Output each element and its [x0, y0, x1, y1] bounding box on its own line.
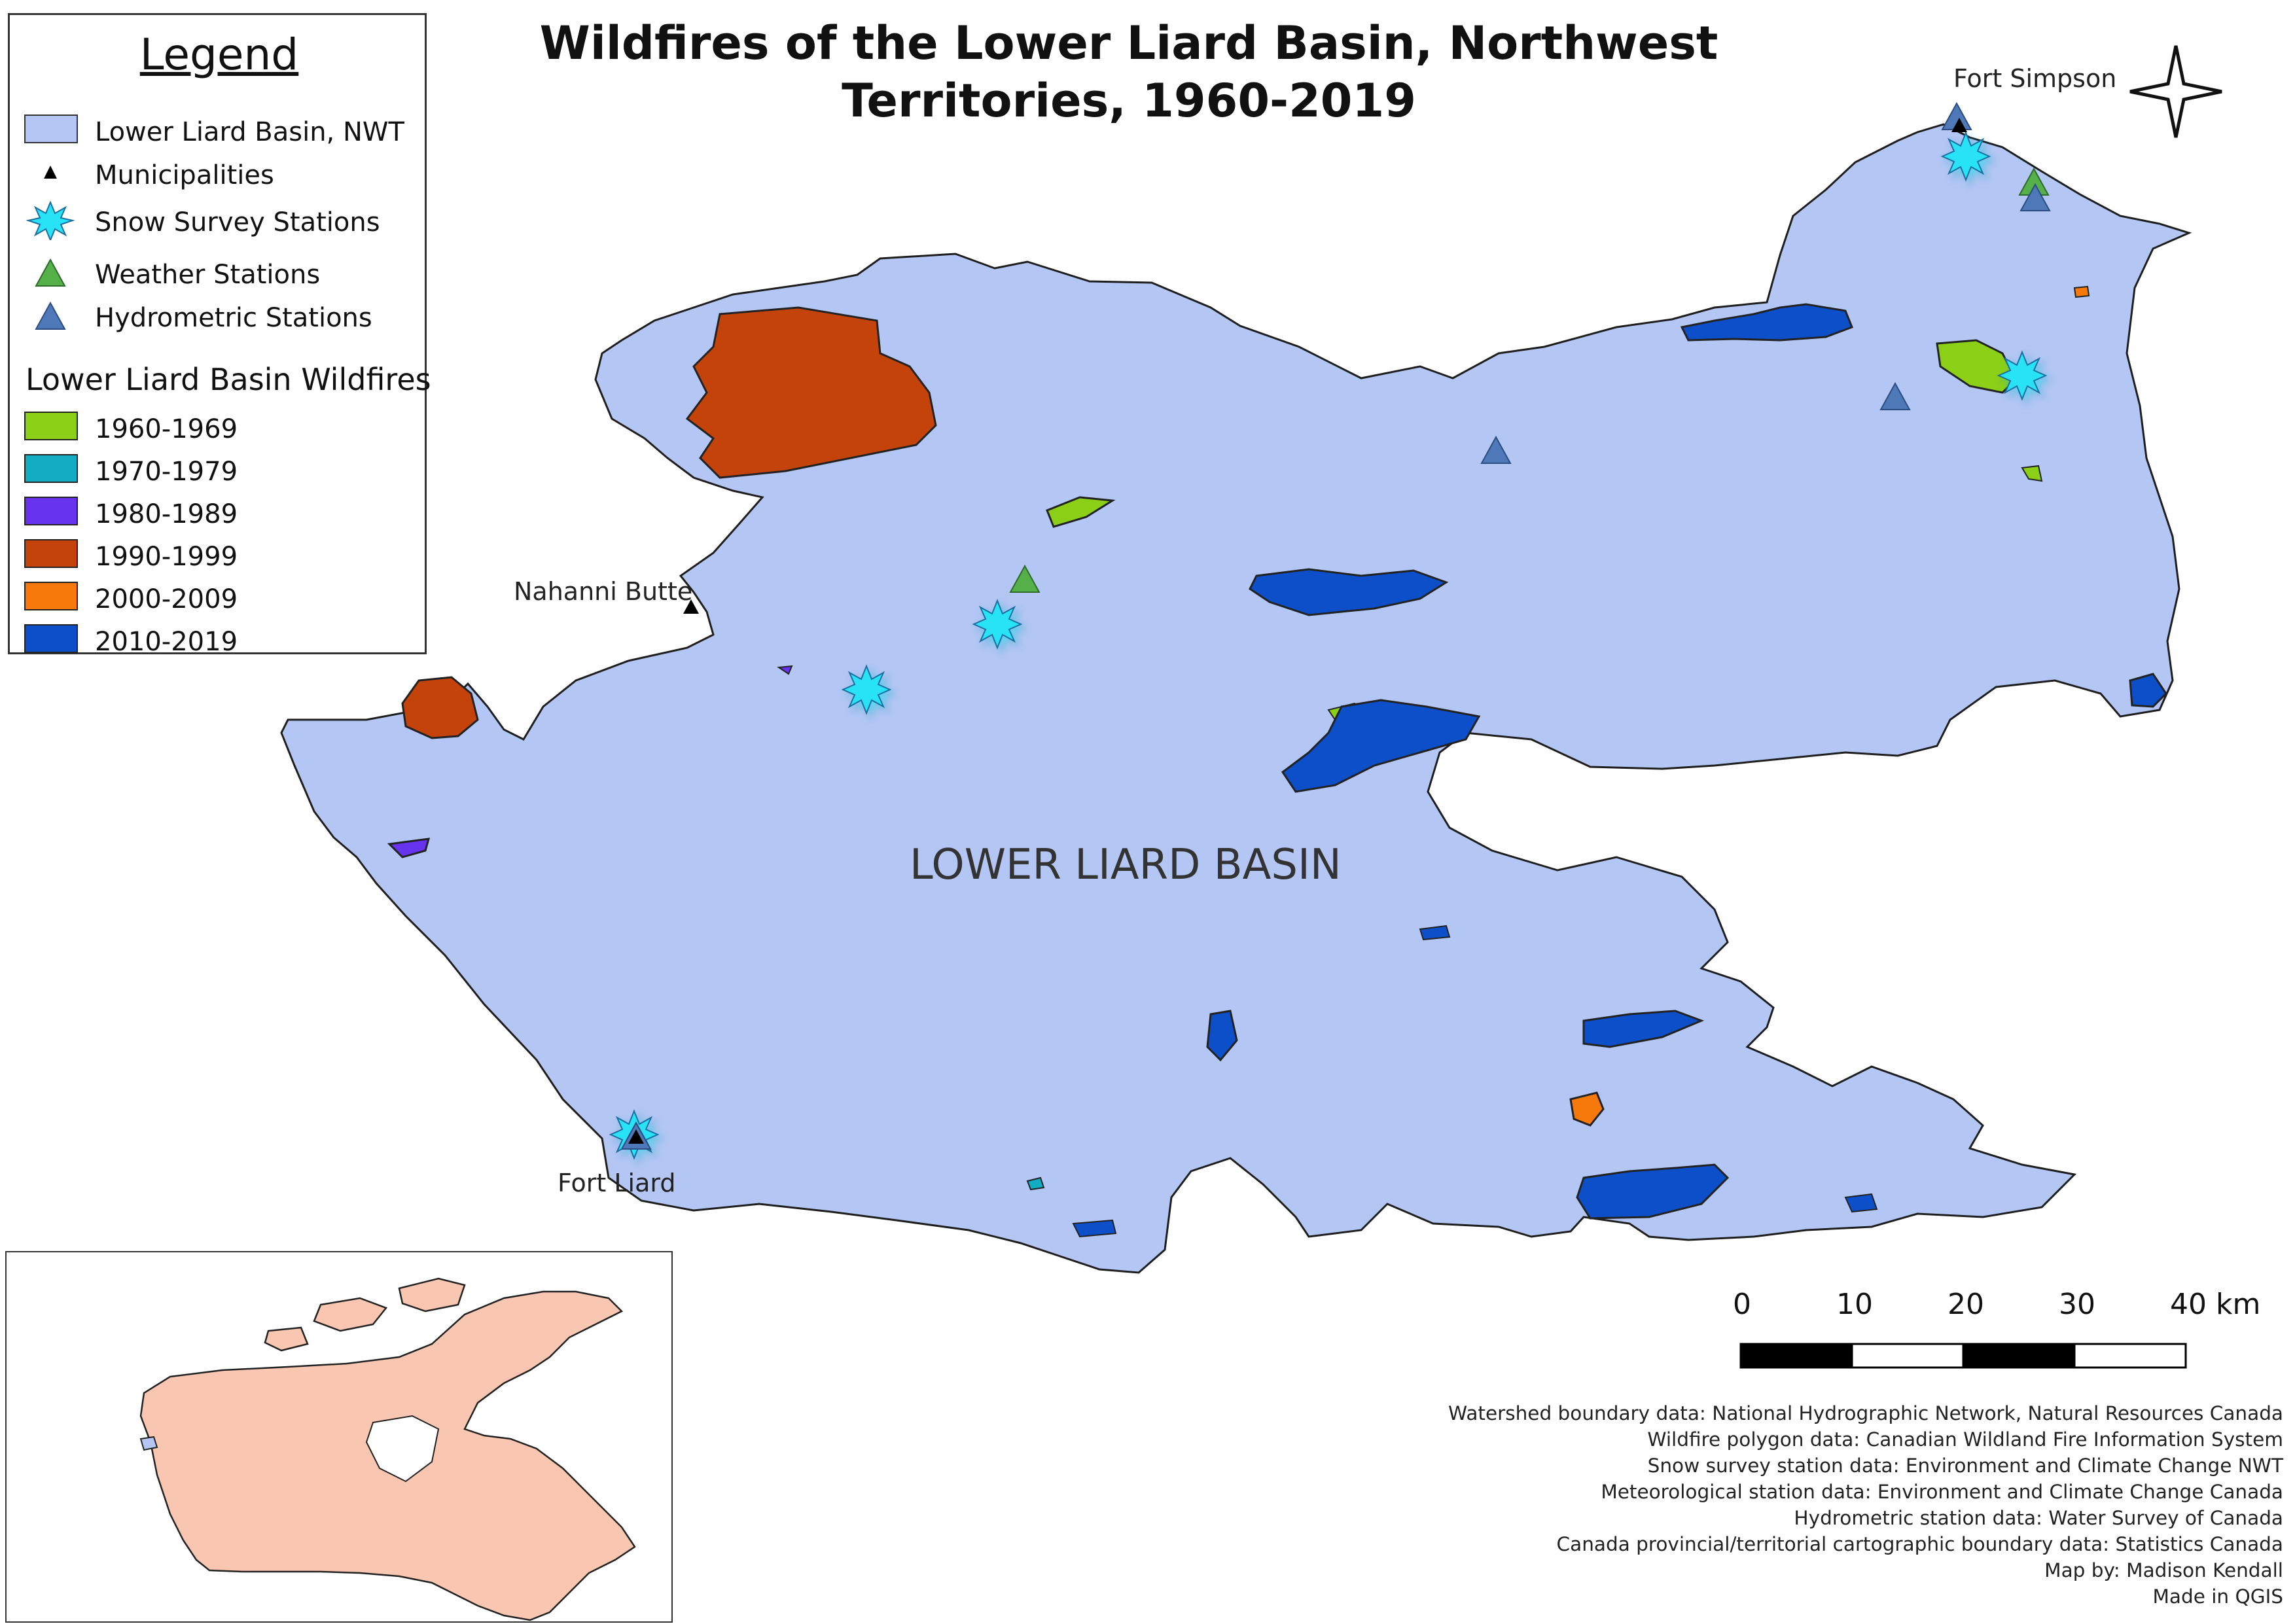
fire-polygon-2010s	[1072, 1219, 1117, 1238]
fire-polygon-2000s	[1569, 1091, 1605, 1127]
swatch-1980s	[24, 497, 78, 525]
swatch-2010s	[24, 624, 78, 653]
blue-triangle-icon	[35, 301, 66, 330]
hydrometric-station	[1480, 435, 1512, 464]
swatch-1960s	[24, 412, 78, 440]
swatch-2000s	[24, 582, 78, 610]
weather-station	[1009, 564, 1041, 593]
green-triangle-icon	[35, 258, 66, 287]
fire-polygon-1960s	[1046, 496, 1116, 528]
basin-swatch	[24, 115, 78, 143]
place-label-fort-simpson: Fort Simpson	[1953, 64, 2117, 93]
credit-line: Map by: Madison Kendall	[2044, 1559, 2283, 1581]
municipality-marker	[683, 599, 699, 614]
scale-label: 20	[1948, 1288, 1984, 1321]
credit-line: Canada provincial/territorial cartograph…	[1556, 1533, 2283, 1555]
municipality-marker	[1951, 118, 1967, 132]
basin-region-label: LOWER LIARD BASIN	[910, 841, 1342, 889]
credit-line: Meteorological station data: Environment…	[1601, 1481, 2283, 1503]
credit-line: Wildfire polygon data: Canadian Wildland…	[1647, 1428, 2283, 1451]
fire-polygon-2010s	[1680, 303, 1853, 342]
wildfire-legend-heading: Lower Liard Basin Wildfires	[26, 362, 431, 397]
fire-polygon-2010s	[1844, 1193, 1878, 1213]
fire-polygon-2010s	[1249, 568, 1449, 616]
fire-polygon-2010s	[1419, 925, 1451, 941]
swatch-1970s	[24, 454, 78, 483]
hydrometric-station	[1879, 381, 1911, 410]
legend-title: Legend	[139, 29, 299, 80]
scale-label: 30	[2059, 1288, 2095, 1321]
scale-label: 10	[1836, 1288, 1873, 1321]
compass-star-icon	[2129, 45, 2222, 138]
cyan-star-icon	[26, 201, 75, 240]
scale-label: 40 km	[2170, 1288, 2261, 1321]
black-triangle-icon	[44, 166, 57, 179]
fire-polygon-2010s	[1281, 699, 1481, 793]
scale-label: 0	[1733, 1288, 1751, 1321]
fire-polygon-1980s	[387, 838, 431, 858]
fire-polygon-1990s	[685, 306, 937, 479]
canada-inset-map	[5, 1251, 673, 1623]
fire-polygon-2010s	[1582, 1010, 1705, 1048]
place-label-fort-liard: Fort Liard	[558, 1169, 676, 1197]
credit-line: Watershed boundary data: National Hydrog…	[1448, 1402, 2283, 1424]
data-credits: Watershed boundary data: National Hydrog…	[1448, 1400, 2283, 1610]
scale-bar	[1739, 1343, 2187, 1369]
credit-line: Hydrometric station data: Water Survey o…	[1794, 1507, 2283, 1529]
fire-polygon-1990s	[401, 676, 479, 739]
fire-polygon-1970s	[1026, 1176, 1045, 1191]
swatch-1990s	[24, 539, 78, 568]
credit-line: Snow survey station data: Environment an…	[1647, 1455, 2283, 1477]
fire-polygon-2010s	[1206, 1010, 1238, 1062]
place-label-nahanni-butte: Nahanni Butte	[514, 577, 693, 606]
fire-polygon-2010s	[1576, 1163, 1730, 1220]
fire-polygon-2000s	[2073, 285, 2090, 298]
map-title: Wildfires of the Lower Liard Basin, Nort…	[539, 16, 1718, 128]
hydrometric-station	[2019, 183, 2051, 211]
legend-panel: Legend Lower Liard Basin, NWT Municipali…	[8, 13, 431, 657]
canada-outline	[139, 1277, 636, 1621]
lower-liard-basin-polygon	[280, 123, 2192, 1274]
fire-polygon-1980s	[777, 665, 793, 675]
municipality-marker	[628, 1129, 644, 1144]
fire-polygon-1960s	[2021, 465, 2043, 482]
credit-line: Made in QGIS	[2152, 1585, 2283, 1608]
fire-polygon-2010s	[2129, 673, 2167, 708]
